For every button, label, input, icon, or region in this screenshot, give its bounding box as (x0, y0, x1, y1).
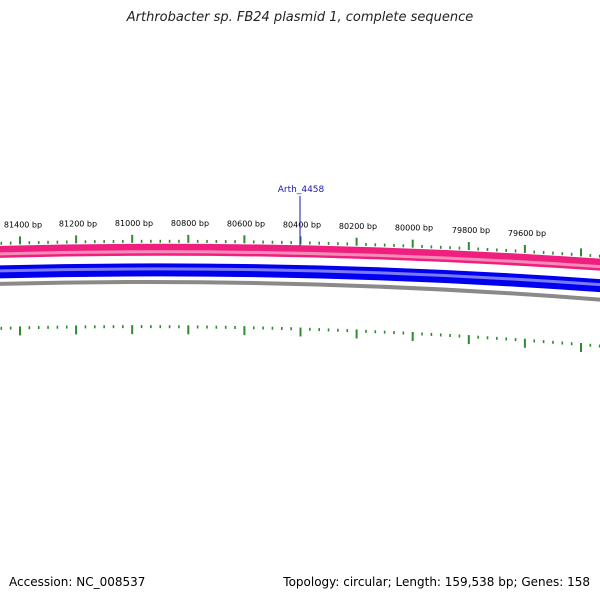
tick-label: 80400 bp (283, 220, 321, 229)
topology-summary: Topology: circular; Length: 159,538 bp; … (283, 575, 590, 589)
tick-label: 80600 bp (227, 219, 265, 228)
backbone-ring (0, 280, 600, 302)
tick-label: 81400 bp (4, 220, 42, 229)
gene-label-arth-4458[interactable]: Arth_4458 (278, 185, 325, 195)
forward-cds-band-highlight (0, 250, 600, 269)
reverse-cds-band-highlight (0, 267, 600, 287)
tick-label: 80000 bp (395, 224, 433, 233)
tick-labels: 81400 bp 81200 bp 81000 bp 80800 bp 80600 bp… (4, 219, 546, 238)
tick-label: 81000 bp (115, 219, 153, 228)
forward-cds-band[interactable] (0, 243, 600, 271)
tick-label: 80800 bp (171, 219, 209, 228)
tick-label: 80200 bp (339, 222, 377, 231)
map-title: Arthrobacter sp. FB24 plasmid 1, complet… (126, 10, 474, 25)
accession-text: Accession: NC_008537 (9, 575, 146, 589)
inner-tick-marks (0, 325, 600, 353)
tick-label: 81200 bp (59, 219, 97, 228)
tick-label: 79800 bp (452, 226, 490, 235)
tick-label: 79600 bp (508, 229, 546, 238)
